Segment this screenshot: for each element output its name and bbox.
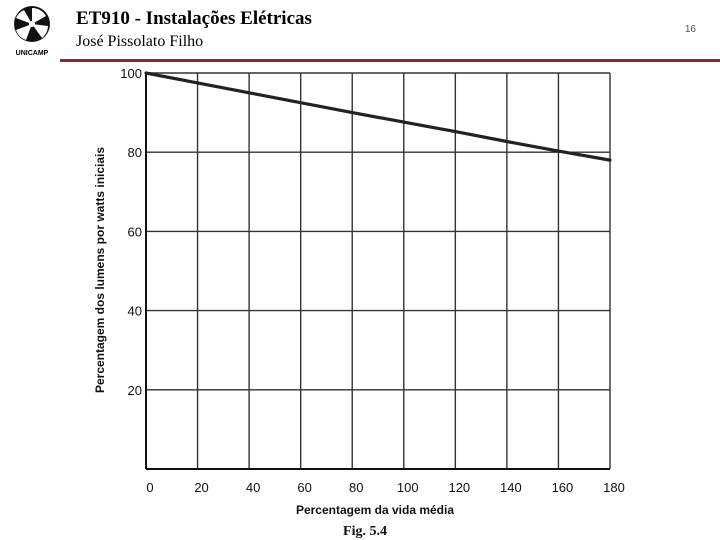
figure-caption: Fig. 5.4: [343, 524, 387, 539]
data-point-0-5: [402, 121, 405, 123]
x-tick-label-6: 120: [448, 480, 470, 495]
author-name: José Pissolato Filho: [76, 33, 204, 50]
x-tick-label-5: 100: [397, 480, 419, 495]
x-tick-label-4: 80: [349, 480, 363, 495]
y-tick-label-2: 60: [128, 224, 142, 239]
y-tick-label-4: 100: [120, 66, 142, 81]
x-tick-label-2: 40: [246, 480, 260, 495]
x-tick-label-7: 140: [500, 480, 522, 495]
header-rule: [60, 59, 720, 62]
data-point-0-9: [609, 159, 611, 161]
y-tick-label-0: 20: [128, 383, 142, 398]
data-point-0-1: [196, 82, 199, 84]
slide-header: UNICAMP ET910 - Instalações Elétricas Jo…: [0, 0, 720, 62]
series-line-0: [144, 71, 612, 162]
chart-grid: [146, 72, 611, 469]
data-point-0-3: [299, 101, 302, 104]
x-tick-label-1: 20: [194, 480, 208, 495]
logo-text: UNICAMP: [16, 50, 49, 57]
course-title: ET910 - Instalações Elétricas: [76, 8, 312, 29]
chart-axes: [145, 73, 610, 470]
data-point-0-2: [248, 92, 250, 94]
x-tick-label-8: 160: [552, 480, 574, 495]
y-axis-label: Percentagem dos lumens por watts iniciai…: [93, 147, 107, 393]
data-point-0-4: [351, 111, 354, 114]
page-number: 16: [684, 24, 696, 35]
lumen-depreciation-chart: 0 20 40 60 80 100 120 140 160 180 20 40 60 80 100 Perc…: [93, 66, 625, 539]
data-point-0-8: [557, 150, 560, 152]
data-point-0-7: [506, 140, 508, 143]
data-point-0-0: [145, 72, 147, 74]
chart-series: [144, 71, 612, 162]
y-tick-label-1: 40: [128, 304, 142, 319]
unicamp-logo: UNICAMP: [14, 6, 50, 57]
x-axis-label: Percentagem da vida média: [296, 503, 454, 517]
data-point-0-6: [454, 130, 457, 133]
x-tick-label-3: 60: [297, 480, 311, 495]
x-tick-label-9: 180: [603, 480, 625, 495]
chart-ticks: 0 20 40 60 80 100 120 140 160 180 20 40 60 80 100: [120, 66, 625, 495]
x-tick-label-0: 0: [146, 480, 153, 495]
y-tick-label-3: 80: [128, 145, 142, 160]
